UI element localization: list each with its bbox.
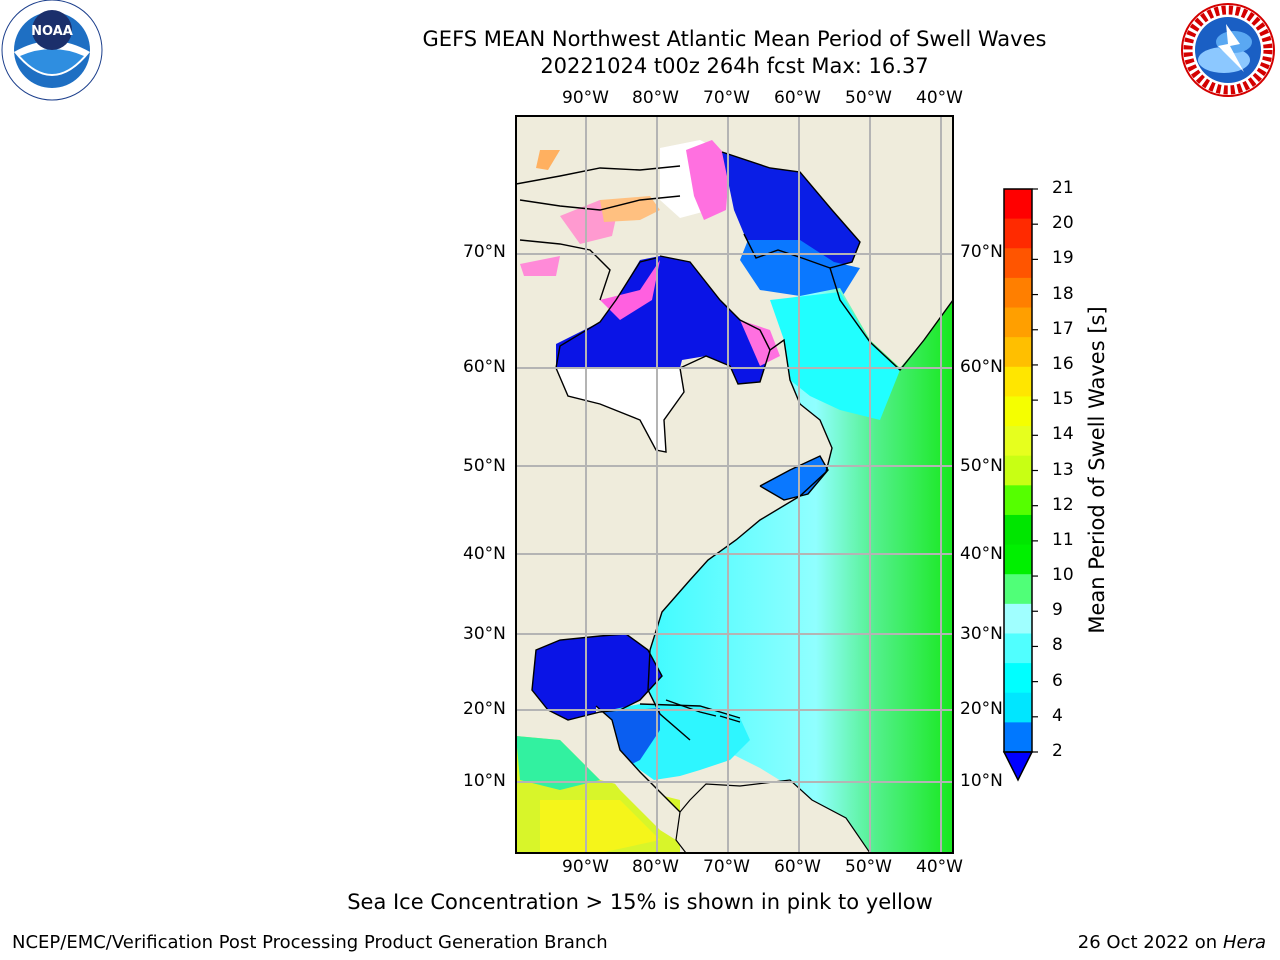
lon-label-top: 80°W: [632, 88, 679, 108]
lon-label-bottom: 50°W: [845, 857, 892, 877]
lat-label-left: 10°N: [463, 771, 506, 791]
hudson-bay-south: [556, 368, 684, 452]
date-text: 26 Oct 2022 on: [1077, 932, 1218, 953]
colorbar-band: [1004, 663, 1032, 694]
colorbar-label: Mean Period of Swell Waves [s]: [1085, 306, 1109, 634]
lon-label-top: 50°W: [845, 88, 892, 108]
lat-label-left: 20°N: [463, 699, 506, 719]
lat-label-right: 60°N: [960, 357, 1003, 377]
lon-label-top: 70°W: [703, 88, 750, 108]
colorbar-extend-arrow: [1002, 751, 1034, 782]
colorbar-band: [1004, 189, 1032, 220]
colorbar-band: [1004, 307, 1032, 338]
lon-label-bottom: 70°W: [703, 857, 750, 877]
colorbar-tick-label: 11: [1052, 529, 1074, 550]
colorbar: [1002, 188, 1038, 782]
lon-label-bottom: 40°W: [916, 857, 963, 877]
map-frame: [515, 115, 954, 854]
baffin-bay-blue: [722, 152, 860, 268]
colorbar-band: [1004, 248, 1032, 279]
colorbar-band: [1004, 426, 1032, 457]
colorbar-band: [1004, 366, 1032, 398]
colorbar-band: [1004, 277, 1032, 309]
colorbar-tick-label: 6: [1052, 670, 1063, 691]
lon-label-bottom: 80°W: [632, 857, 679, 877]
hudson-bay-blue: [556, 256, 770, 384]
colorbar-tick-label: 12: [1052, 494, 1074, 515]
colorbar-tick-label: 9: [1052, 600, 1063, 621]
coastlines: [516, 151, 953, 813]
grid: [516, 116, 953, 853]
lat-label-right: 50°N: [960, 456, 1003, 476]
lat-label-right: 20°N: [960, 699, 1003, 719]
lat-label-right: 40°N: [960, 544, 1003, 564]
colorbar-band: [1004, 218, 1032, 249]
producer-credit: NCEP/EMC/Verification Post Processing Pr…: [12, 932, 608, 953]
colorbar-tick-label: 8: [1052, 635, 1063, 656]
lat-label-left: 30°N: [463, 624, 506, 644]
colorbar-tick-label: 4: [1052, 705, 1063, 726]
lon-label-bottom: 90°W: [562, 857, 609, 877]
lon-label-bottom: 60°W: [774, 857, 821, 877]
noaa-logo-text: NOAA: [31, 24, 73, 39]
colorbar-tick-label: 20: [1052, 213, 1074, 234]
colorbar-band: [1004, 396, 1032, 427]
sea-ice-note: Sea Ice Concentration > 15% is shown in …: [347, 890, 933, 914]
colorbar-bands: [1004, 189, 1032, 753]
machine-name: Hera: [1222, 932, 1266, 953]
colorbar-tick-label: 14: [1052, 424, 1074, 445]
gulf-of-mexico: [532, 634, 662, 720]
colorbar-tick-label: 21: [1052, 178, 1074, 198]
colorbar-band: [1004, 485, 1032, 516]
nws-logo: [1181, 3, 1275, 97]
colorbar-tick-label: 2: [1052, 741, 1063, 761]
colorbar-band: [1004, 692, 1032, 723]
colorbar-tick-label: 18: [1052, 283, 1074, 304]
lon-label-top: 40°W: [916, 88, 963, 108]
noaa-logo: NOAA: [1, 0, 103, 101]
lat-label-right: 10°N: [960, 771, 1003, 791]
atlantic-ocean: [648, 288, 953, 853]
lat-label-left: 70°N: [463, 242, 506, 262]
colorbar-tick-label: 13: [1052, 459, 1074, 480]
lon-label-top: 60°W: [774, 88, 821, 108]
colorbar-band: [1004, 337, 1032, 368]
map-title: GEFS MEAN Northwest Atlantic Mean Period…: [422, 27, 1047, 51]
colorbar-band: [1004, 722, 1032, 753]
colorbar-band: [1004, 603, 1032, 635]
lat-label-left: 60°N: [463, 357, 506, 377]
colorbar-band: [1004, 633, 1032, 664]
lat-label-right: 70°N: [960, 242, 1003, 262]
colorbar-band: [1004, 455, 1032, 486]
lat-label-right: 30°N: [960, 624, 1003, 644]
map-subtitle: 20221024 t00z 264h fcst Max: 16.37: [540, 54, 929, 78]
colorbar-band: [1004, 574, 1032, 605]
colorbar-tick-label: 17: [1052, 318, 1074, 339]
colorbar-tick-label: 19: [1052, 248, 1074, 269]
generation-date: 26 Oct 2022 on Hera: [1078, 932, 1266, 953]
lat-label-left: 40°N: [463, 544, 506, 564]
colorbar-band: [1004, 544, 1032, 575]
lon-label-top: 90°W: [562, 88, 609, 108]
colorbar-tick-label: 15: [1052, 389, 1074, 410]
colorbar-tick-label: 16: [1052, 353, 1074, 374]
lat-label-left: 50°N: [463, 456, 506, 476]
colorbar-tick-label: 10: [1052, 565, 1074, 586]
colorbar-band: [1004, 514, 1032, 546]
